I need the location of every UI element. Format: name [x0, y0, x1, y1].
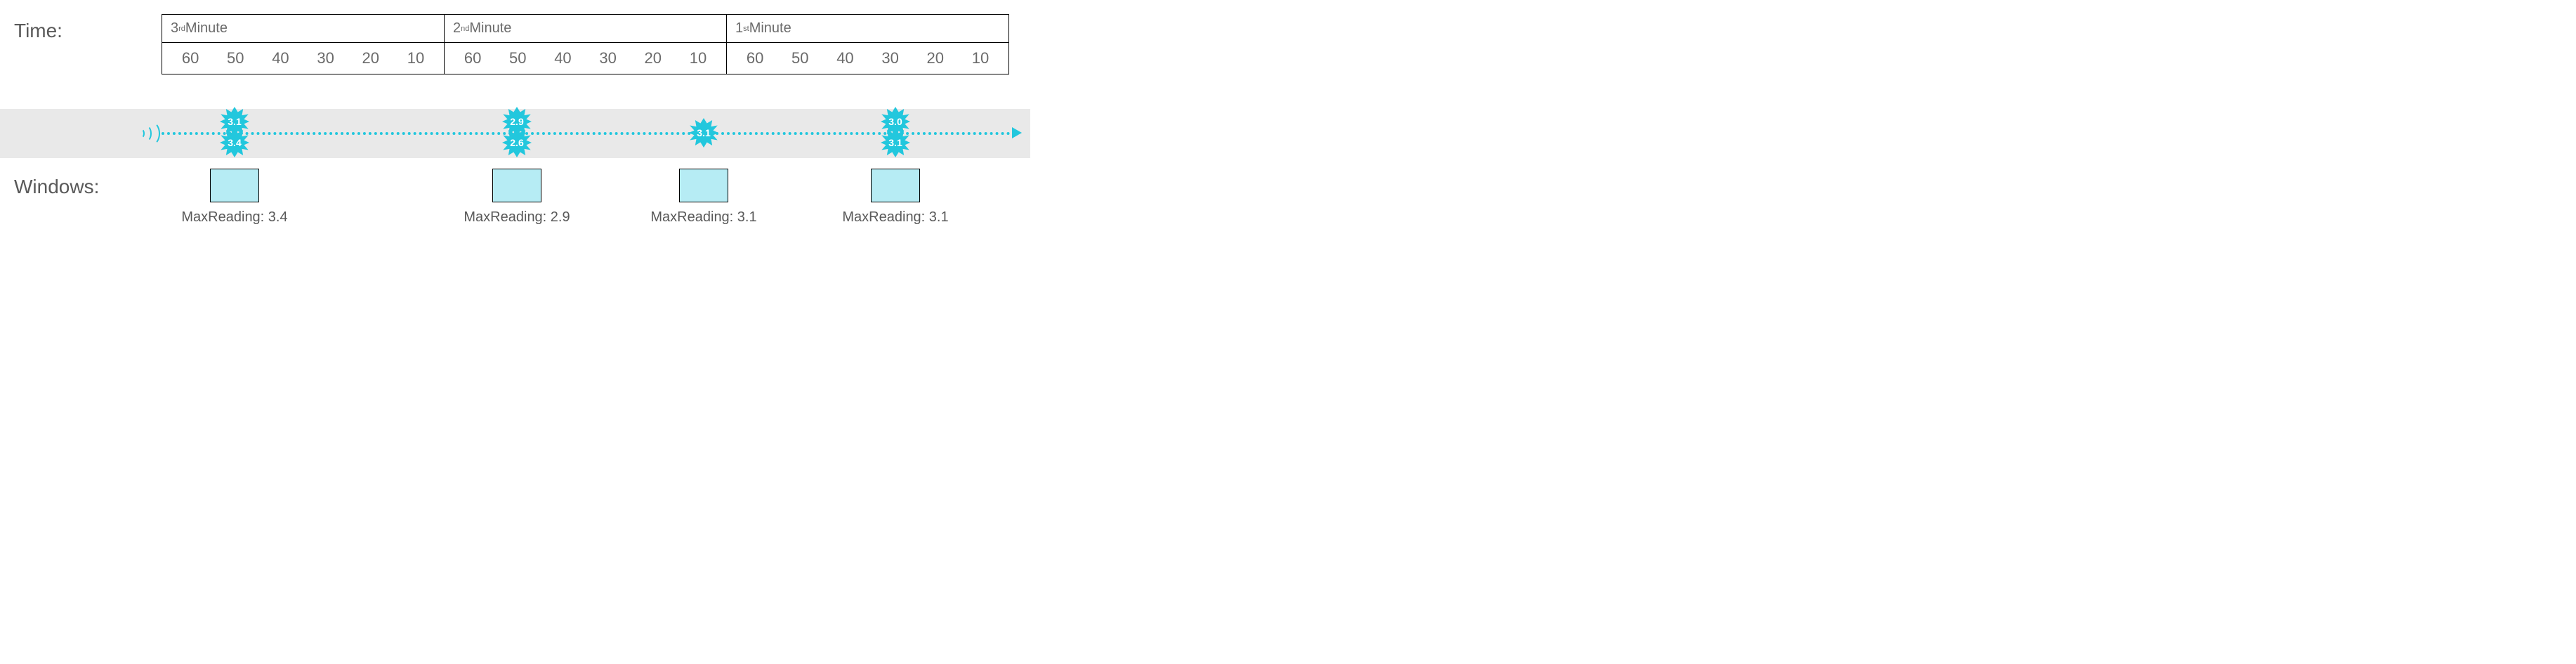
event-star: 3.1 [689, 118, 718, 148]
time-row-label: Time: [14, 20, 63, 42]
event-value: 3.1 [697, 127, 710, 138]
window-box [871, 169, 920, 202]
tick-label: 20 [631, 49, 676, 67]
window-box [492, 169, 541, 202]
event-star: 3.4 [220, 128, 249, 157]
minute-header: 2nd Minute [445, 15, 726, 43]
minute-header: 1st Minute [727, 15, 1008, 43]
timeline-arrowhead-icon [1012, 127, 1022, 138]
tick-label: 30 [303, 49, 348, 67]
tick-label: 10 [393, 49, 438, 67]
event-cluster: 3.1 [689, 122, 718, 143]
tick-label: 40 [822, 49, 867, 67]
event-cluster: 3.0 3.1 [881, 111, 910, 153]
window-max-reading-label: MaxReading: 3.1 [650, 209, 756, 226]
window-max-reading-label: MaxReading: 3.4 [181, 209, 287, 226]
tick-label: 40 [258, 49, 303, 67]
tick-row: 605040302010 [445, 43, 726, 74]
tick-label: 50 [777, 49, 822, 67]
event-value: 3.1 [888, 137, 902, 148]
tick-label: 30 [868, 49, 913, 67]
event-star: 2.6 [502, 128, 532, 157]
minute-column: 1st Minute605040302010 [727, 15, 1008, 74]
minute-header: 3rd Minute [162, 15, 444, 43]
tick-label: 60 [168, 49, 213, 67]
window-max-reading-label: MaxReading: 3.1 [842, 209, 948, 226]
tick-label: 40 [540, 49, 585, 67]
time-table: 3rd Minute6050403020102nd Minute60504030… [162, 14, 1009, 74]
minute-column: 3rd Minute605040302010 [162, 15, 445, 74]
event-value: 3.0 [888, 116, 902, 127]
tick-label: 20 [348, 49, 393, 67]
event-value: 2.9 [510, 116, 523, 127]
tick-label: 50 [495, 49, 540, 67]
tick-label: 30 [586, 49, 631, 67]
event-star: 3.1 [881, 128, 910, 157]
signal-icon [138, 121, 157, 146]
tick-label: 60 [450, 49, 495, 67]
windows-row-label: Windows: [14, 176, 99, 198]
tick-row: 605040302010 [727, 43, 1008, 74]
window-box [210, 169, 259, 202]
tick-label: 10 [958, 49, 1003, 67]
window-max-reading-label: MaxReading: 2.9 [464, 209, 570, 226]
event-cluster: 3.1 3.4 [220, 111, 249, 153]
event-value: 2.6 [510, 137, 523, 148]
tick-label: 10 [676, 49, 721, 67]
event-value: 3.4 [228, 137, 241, 148]
tick-label: 50 [213, 49, 258, 67]
event-value: 3.1 [228, 116, 241, 127]
tick-row: 605040302010 [162, 43, 444, 74]
window-box [679, 169, 728, 202]
event-cluster: 2.9 2.6 [502, 111, 532, 153]
minute-column: 2nd Minute605040302010 [445, 15, 727, 74]
tick-label: 60 [732, 49, 777, 67]
tick-label: 20 [913, 49, 958, 67]
